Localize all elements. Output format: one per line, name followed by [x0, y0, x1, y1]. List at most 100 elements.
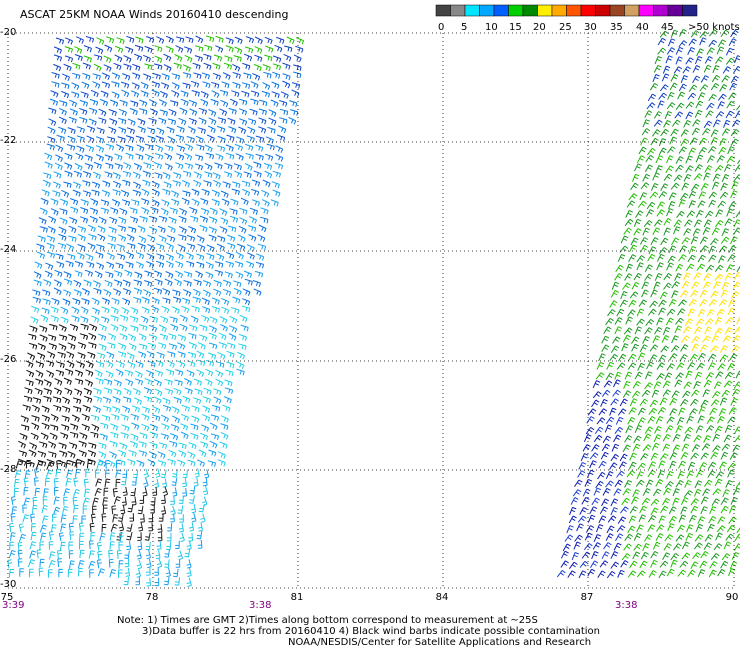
- wind-barb: [132, 72, 141, 80]
- wind-barb: [669, 136, 677, 145]
- wind-barb: [226, 252, 235, 260]
- wind-barb: [652, 227, 661, 236]
- wind-barb: [686, 470, 695, 479]
- wind-barb: [53, 506, 61, 516]
- wind-barb: [727, 416, 736, 424]
- wind-barb: [79, 432, 88, 440]
- wind-barb: [688, 461, 696, 470]
- wind-barb: [96, 559, 102, 569]
- wind-barb: [90, 414, 100, 422]
- legend-color-swatch: [682, 4, 698, 17]
- wind-barb: [82, 62, 91, 70]
- wind-barb: [85, 253, 94, 261]
- wind-barb: [182, 180, 190, 188]
- wind-barb: [42, 298, 51, 306]
- wind-barb: [291, 89, 300, 98]
- wind-barb: [118, 560, 124, 569]
- wind-barb: [102, 405, 112, 413]
- wind-barb: [196, 350, 205, 359]
- wind-barb: [681, 443, 690, 452]
- wind-barb: [50, 306, 59, 314]
- wind-barb: [141, 413, 150, 421]
- wind-barb: [205, 152, 215, 160]
- wind-barb: [203, 280, 212, 288]
- wind-barb: [202, 396, 211, 404]
- wind-barb: [71, 91, 80, 99]
- wind-barb: [143, 73, 152, 81]
- wind-barb: [127, 503, 134, 513]
- wind-barb: [295, 37, 305, 45]
- wind-barb: [675, 534, 685, 542]
- wind-barb: [118, 569, 123, 578]
- wind-barb: [141, 296, 150, 304]
- wind-barb: [267, 126, 276, 134]
- wind-barb: [647, 514, 657, 523]
- wind-barb: [658, 92, 667, 100]
- wind-barb: [240, 197, 249, 206]
- wind-barb: [132, 171, 141, 180]
- wind-barb: [35, 369, 44, 378]
- wind-barb: [607, 515, 617, 523]
- wind-barb: [629, 398, 638, 407]
- wind-barb: [148, 513, 154, 523]
- wind-barb: [656, 253, 665, 262]
- wind-barb: [183, 271, 193, 278]
- wind-barb: [164, 549, 170, 558]
- wind-barb: [135, 360, 144, 369]
- wind-barb: [102, 504, 108, 514]
- wind-barb: [11, 506, 18, 515]
- wind-barb: [679, 192, 689, 201]
- wind-barb: [229, 215, 239, 223]
- wind-barb: [212, 404, 221, 412]
- wind-barb: [158, 342, 167, 350]
- wind-barb: [265, 45, 274, 53]
- wind-barb: [81, 81, 90, 89]
- wind-barb: [205, 271, 214, 279]
- wind-barb: [204, 162, 213, 171]
- wind-barb: [227, 117, 236, 125]
- wind-barb: [697, 516, 706, 524]
- wind-barb: [709, 29, 718, 37]
- wind-barb: [659, 397, 668, 406]
- wind-barb: [121, 424, 130, 432]
- wind-barb: [702, 281, 711, 289]
- wind-barb: [95, 251, 104, 259]
- wind-barb: [50, 315, 59, 323]
- wind-barb: [186, 252, 194, 261]
- wind-barb: [220, 99, 229, 108]
- wind-barb: [118, 108, 127, 117]
- wind-barb: [667, 523, 675, 532]
- wind-barb: [648, 570, 657, 578]
- wind-barb: [138, 235, 147, 244]
- wind-barb: [713, 381, 722, 390]
- wind-barb: [610, 507, 618, 516]
- wind-barb: [52, 181, 61, 189]
- wind-barb: [710, 345, 719, 353]
- wind-barb: [125, 261, 134, 269]
- wind-barb: [684, 490, 693, 498]
- wind-barb: [254, 46, 263, 54]
- wind-barb: [275, 154, 284, 162]
- wind-barb: [706, 102, 715, 110]
- wind-barb: [596, 524, 604, 533]
- wind-barb: [37, 251, 46, 260]
- wind-barb: [592, 542, 601, 550]
- wind-barb: [634, 424, 643, 433]
- wind-barb: [225, 369, 234, 377]
- wind-barb: [120, 505, 126, 515]
- wind-barb: [713, 543, 723, 551]
- wind-barb: [272, 71, 281, 79]
- wind-barb: [636, 524, 644, 533]
- wind-barb: [171, 306, 180, 314]
- wind-barb: [245, 143, 254, 151]
- wind-barb: [691, 444, 700, 452]
- wind-barb: [295, 45, 304, 53]
- wind-barb: [159, 333, 169, 341]
- wind-barb: [231, 188, 240, 196]
- wind-barb: [67, 127, 76, 135]
- lon-tick-87: 87: [580, 592, 594, 603]
- wind-barb: [211, 297, 220, 305]
- wind-barb: [130, 100, 139, 108]
- wind-barb: [105, 162, 114, 170]
- wind-barb: [138, 522, 144, 532]
